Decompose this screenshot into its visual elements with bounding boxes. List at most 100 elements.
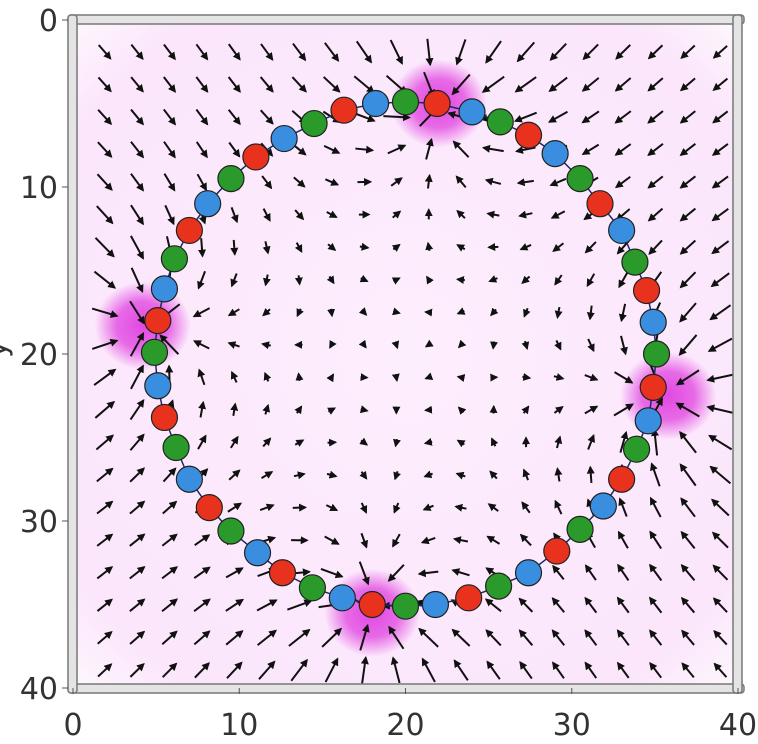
quiver-arrow: [130, 204, 144, 226]
quiver-arrow: [424, 372, 434, 381]
bead-blue: [639, 308, 667, 336]
quiver-arrow: [680, 530, 696, 549]
quiver-arrow: [256, 629, 277, 646]
quiver-arrow: [353, 75, 375, 94]
bead-blue: [150, 275, 179, 303]
quiver-arrow: [584, 564, 597, 581]
quiver-arrow: [326, 275, 335, 285]
quiver-arrow: [519, 533, 532, 547]
quiver-arrow: [327, 407, 337, 415]
quiver-arrow: [130, 173, 145, 192]
quiver-arrow: [259, 76, 274, 93]
quiver-arrow: [711, 143, 729, 156]
quiver-arrow: [490, 437, 499, 447]
quiver-arrow: [129, 598, 146, 612]
quiver-arrow: [678, 334, 698, 356]
quiver-arrow: [390, 177, 403, 187]
quiver-arrow: [263, 274, 271, 287]
quiver-arrow: [329, 339, 337, 349]
quiver-arrow: [424, 339, 434, 348]
quiver-arrow: [551, 597, 565, 613]
quiver-arrow: [320, 567, 344, 579]
bead-blue: [144, 372, 172, 400]
quiver-arrow: [260, 43, 274, 61]
quiver-arrow: [486, 210, 500, 219]
quiver-arrow: [359, 437, 369, 446]
quiver-arrow: [161, 630, 178, 645]
quiver-arrow: [359, 623, 370, 651]
quiver-arrow: [522, 373, 532, 381]
quiver-arrow: [225, 567, 244, 579]
bead-green: [485, 572, 513, 600]
quiver-arrow: [513, 111, 538, 123]
quiver-arrow: [163, 43, 176, 61]
quiver-arrow: [680, 497, 696, 518]
x-tick-label: 30: [553, 708, 591, 743]
quiver-arrow: [130, 235, 144, 260]
quiver-arrow: [359, 242, 370, 251]
x-tick-label: 0: [63, 708, 82, 743]
quiver-arrow: [709, 465, 732, 485]
quiver-arrow: [162, 467, 177, 483]
quiver-arrow: [192, 307, 211, 318]
bead-red: [586, 190, 614, 218]
quiver-arrow: [587, 434, 595, 450]
quiver-arrow: [679, 110, 696, 124]
bead-green: [642, 340, 671, 368]
bead-green: [622, 435, 651, 463]
quiver-arrow: [97, 663, 113, 678]
quiver-field: [91, 38, 734, 684]
quiver-arrow: [649, 661, 663, 679]
quiver-arrow: [129, 500, 146, 515]
quiver-arrow: [197, 270, 206, 290]
quiver-arrow: [326, 210, 338, 218]
quiver-arrow: [584, 661, 598, 679]
quiver-arrow: [130, 364, 144, 390]
quiver-arrow: [586, 273, 596, 288]
quiver-arrow: [647, 77, 664, 92]
quiver-arrow: [129, 630, 146, 645]
quiver-arrow: [711, 175, 729, 189]
quiver-arrow: [456, 439, 466, 448]
quiver-arrow: [423, 470, 433, 479]
bead-blue: [243, 539, 272, 567]
bead-blue: [589, 492, 617, 520]
quiver-arrow: [488, 275, 498, 283]
quiver-arrow: [514, 76, 537, 93]
quiver-arrow: [457, 406, 467, 415]
quiver-arrow: [708, 434, 733, 451]
quiver-arrow: [161, 598, 179, 613]
bead-blue: [458, 98, 486, 126]
quiver-arrow: [261, 341, 271, 350]
quiver-arrow: [226, 661, 243, 679]
quiver-arrow: [162, 500, 178, 515]
quiver-arrow: [96, 598, 113, 612]
quiver-arrow: [617, 530, 629, 549]
bead-green: [621, 248, 649, 276]
quiver-arrow: [96, 533, 114, 547]
quiver-arrow: [647, 44, 664, 60]
quiver-arrow: [424, 308, 433, 317]
quiver-arrow: [130, 108, 145, 126]
quiver-arrow: [387, 144, 407, 155]
quiver-arrow: [230, 402, 239, 416]
quiver-arrow: [649, 496, 662, 518]
quiver-arrow: [391, 277, 401, 285]
quiver-arrow: [456, 244, 466, 252]
quiver-arrow: [259, 503, 275, 512]
quiver-arrow: [584, 629, 598, 646]
quiver-arrow: [418, 627, 439, 648]
quiver-arrow: [522, 468, 531, 481]
bead-red: [632, 276, 661, 305]
quiver-arrow: [159, 334, 180, 355]
quiver-arrow: [485, 40, 502, 64]
quiver-arrow: [675, 402, 700, 418]
quiver-arrow: [581, 110, 600, 124]
quiver-arrow: [713, 630, 728, 646]
quiver-arrow: [424, 405, 433, 414]
quiver-arrow: [489, 470, 498, 480]
quiver-arrow: [485, 629, 502, 647]
quiver-arrow: [711, 240, 730, 255]
quiver-arrow: [581, 143, 600, 156]
quiver-arrow: [709, 304, 732, 321]
